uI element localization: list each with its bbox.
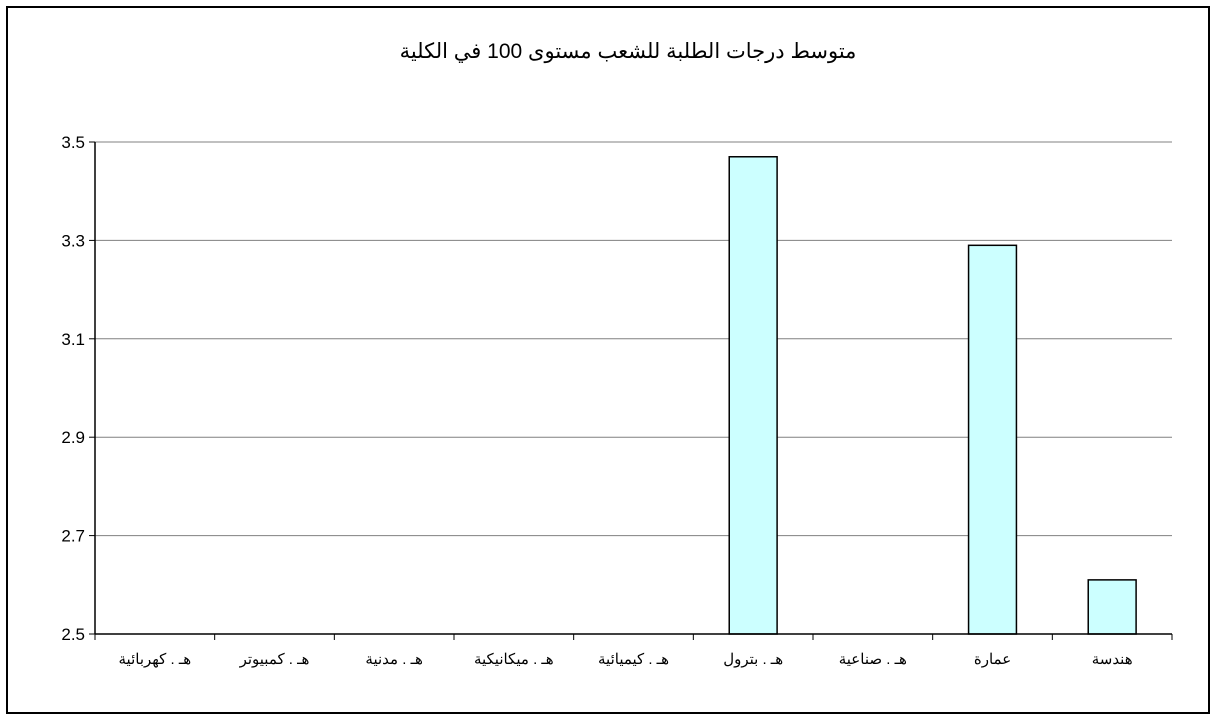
x-tick-label: هـ . كيميائية — [598, 651, 669, 668]
y-tick-label: 3.5 — [61, 133, 85, 152]
x-tick-label: هـ . ميكانيكية — [474, 651, 554, 668]
x-tick-label: عمارة — [974, 651, 1011, 668]
x-tick-label: هـ . كمبيوتر — [239, 651, 310, 668]
x-tick-label: هـ . كهربائية — [119, 651, 192, 668]
y-tick-label: 2.5 — [61, 625, 85, 644]
y-tick-label: 3.3 — [61, 231, 85, 250]
x-tick-label: هندسة — [1092, 651, 1133, 668]
y-tick-label: 2.7 — [61, 527, 85, 546]
y-tick-label: 2.9 — [61, 428, 85, 447]
bars — [728, 156, 1137, 635]
x-tick-label: هـ . بترول — [723, 651, 783, 668]
y-tick-label: 3.1 — [61, 330, 85, 349]
x-tick-label: هـ . مدنية — [365, 651, 423, 668]
bar — [728, 156, 778, 635]
axes — [89, 141, 1173, 640]
tick-labels: 2.5 2.7 2.9 3.1 3.3 3.5 هـ . كهربائية هـ . كمبي… — [61, 133, 1132, 668]
chart-title: متوسط درجات الطلبة للشعب مستوى 100 في ال… — [400, 40, 857, 64]
bar — [967, 244, 1018, 635]
x-tick-label: هـ . صناعية — [839, 651, 907, 668]
bar — [1087, 579, 1137, 635]
